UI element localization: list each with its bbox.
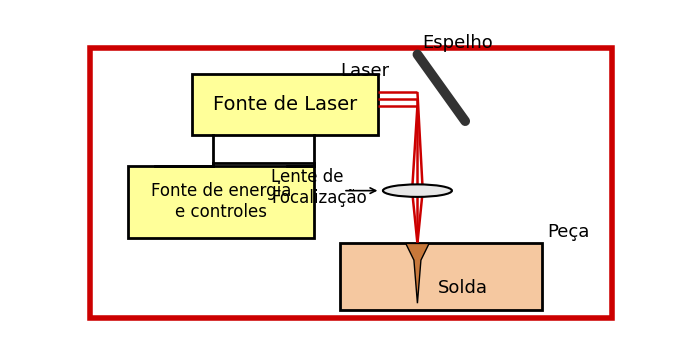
Text: Espelho: Espelho xyxy=(423,34,493,52)
Text: Fonte de Laser: Fonte de Laser xyxy=(212,95,357,114)
Text: Lente de
Focalização: Lente de Focalização xyxy=(271,169,367,207)
Bar xyxy=(192,74,377,135)
Bar xyxy=(340,243,543,310)
Text: Solda: Solda xyxy=(438,279,488,297)
Text: Laser: Laser xyxy=(340,62,390,80)
Bar xyxy=(128,166,314,238)
Text: Fonte de energia
e controles: Fonte de energia e controles xyxy=(151,182,291,221)
Text: Peça: Peça xyxy=(547,223,590,242)
Ellipse shape xyxy=(383,184,452,197)
Polygon shape xyxy=(406,243,429,303)
